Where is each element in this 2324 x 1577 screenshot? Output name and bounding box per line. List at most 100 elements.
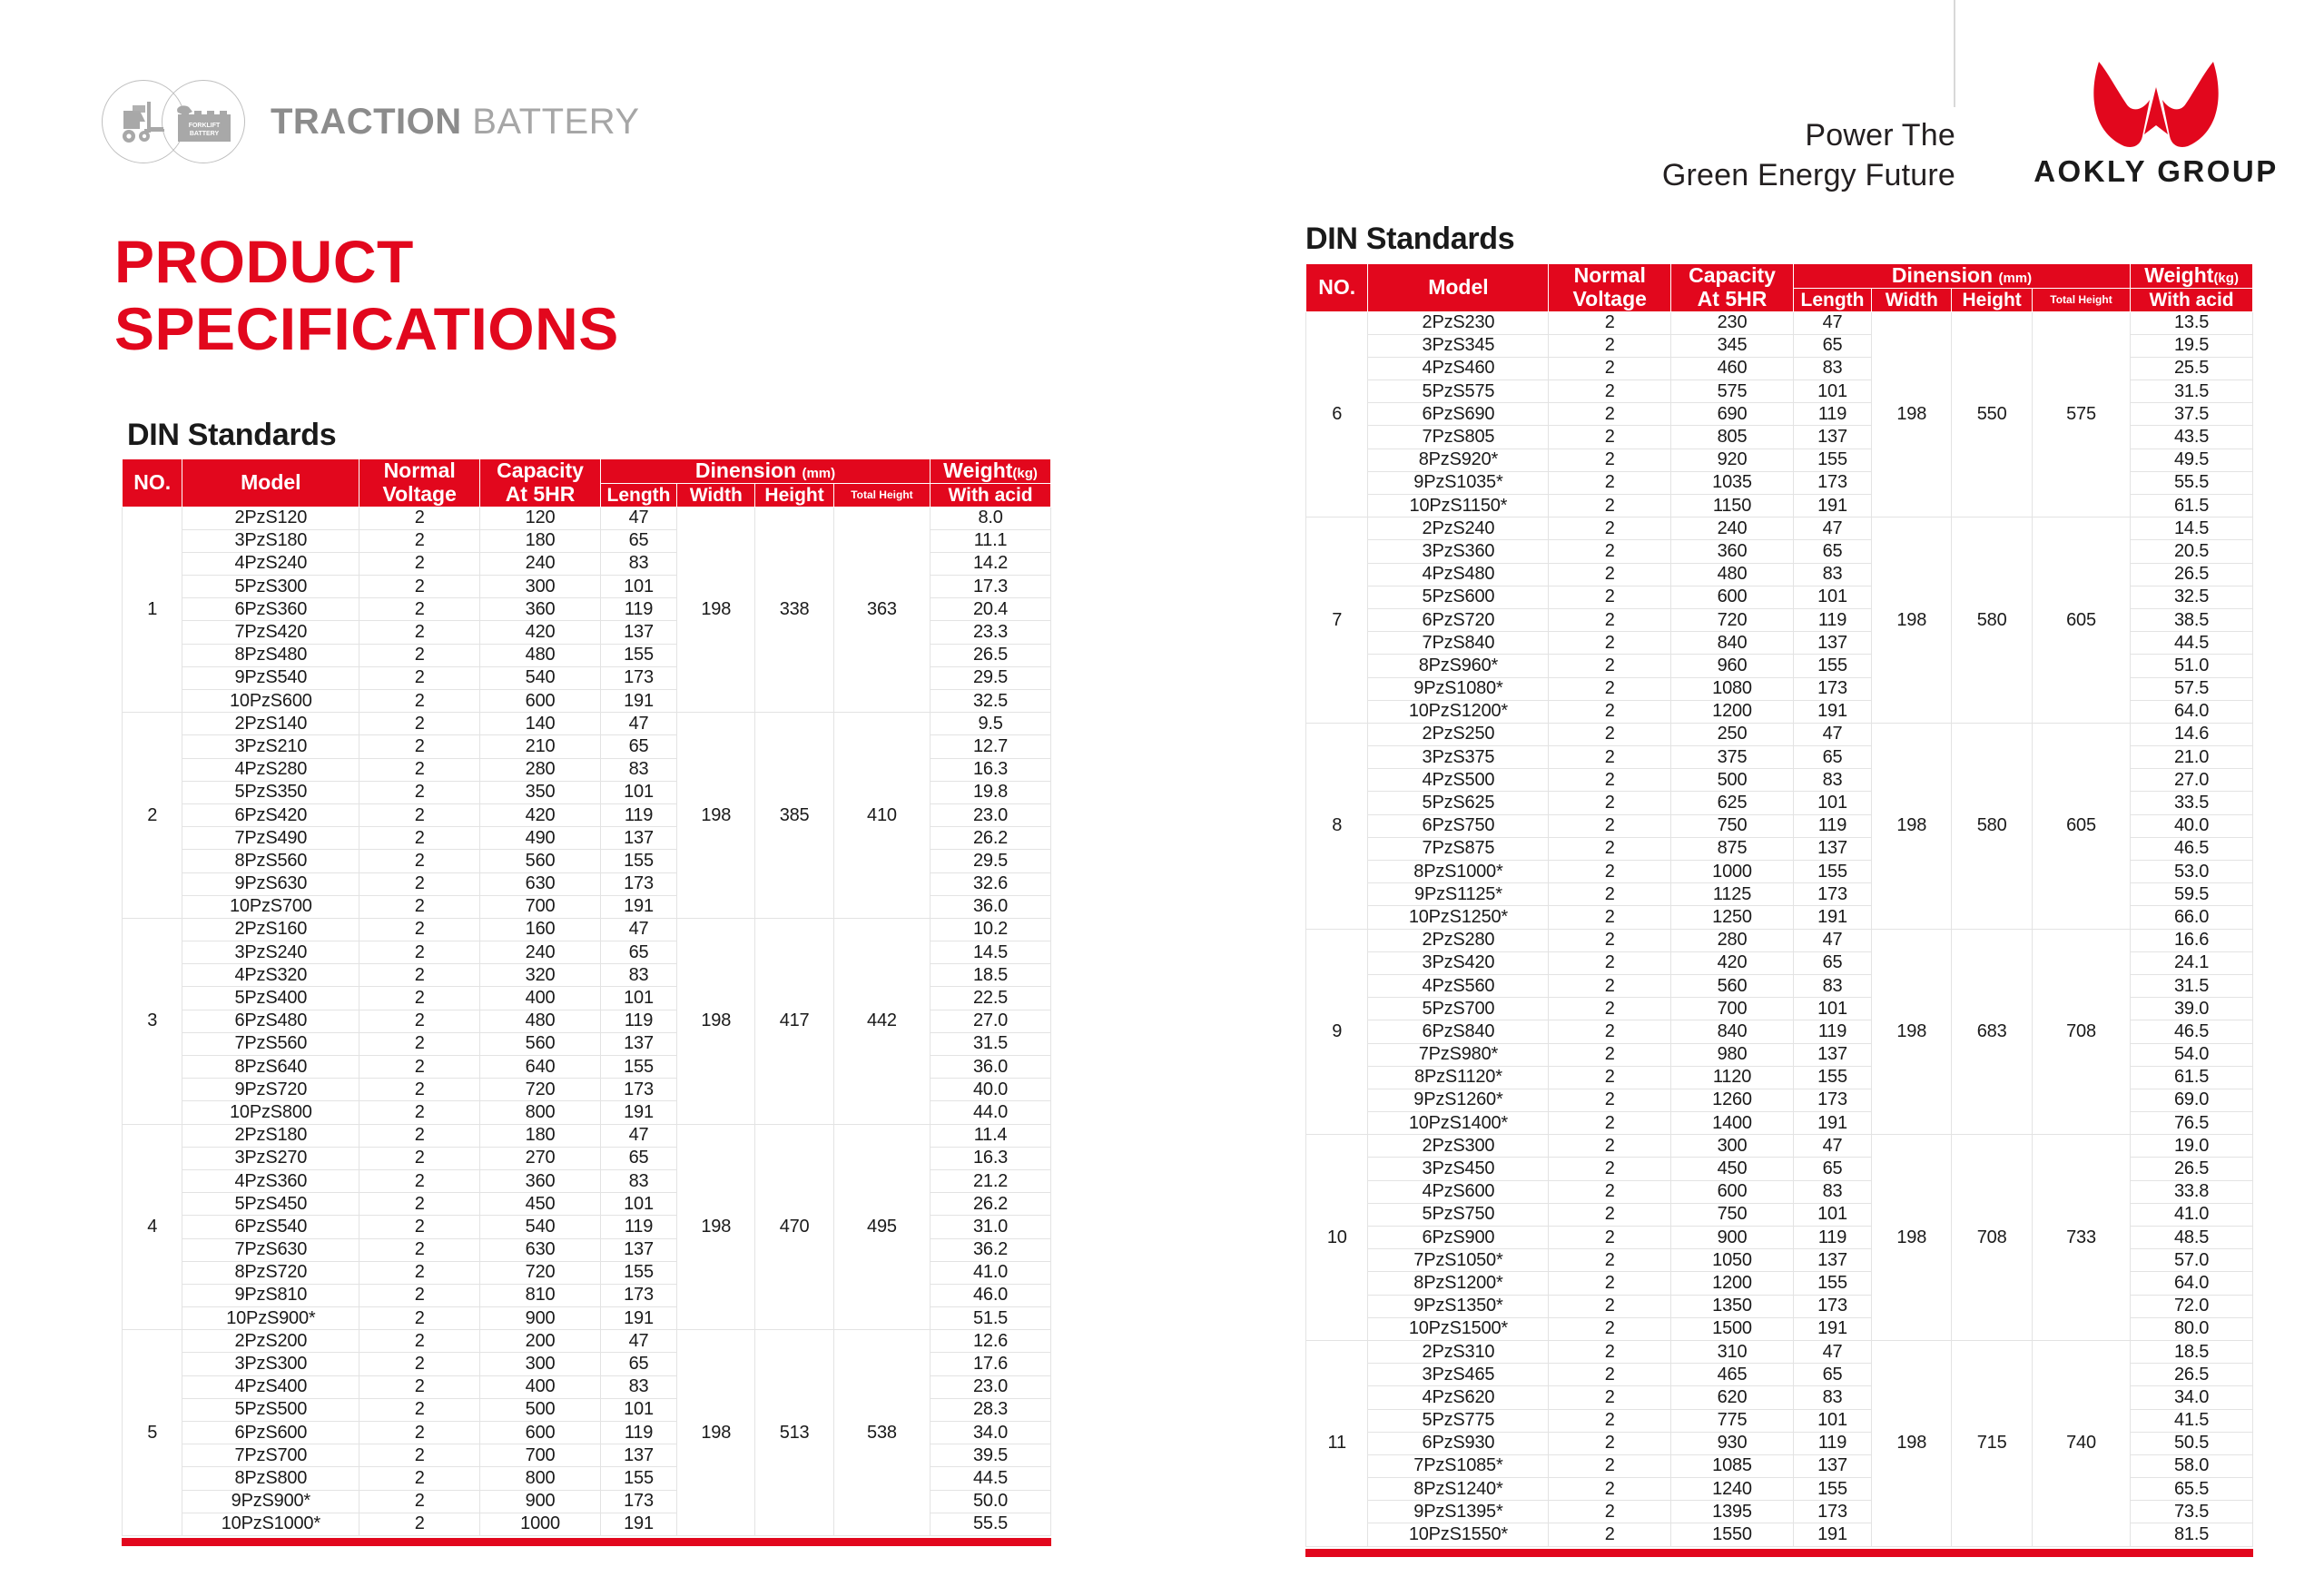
table-row: 4PzS320 2 320 83 18.5: [123, 963, 1051, 988]
cell-model: 9PzS1080*: [1367, 676, 1550, 701]
cell-length: 47: [1792, 1134, 1873, 1158]
cell-capacity: 500: [1670, 768, 1794, 793]
cell-weight-with-acid: 13.5: [2130, 310, 2253, 335]
cell-dim-width-shared: 580: [1951, 517, 2033, 724]
cell-weight-with-acid: 57.0: [2130, 1248, 2253, 1273]
cell-weight-with-acid: 26.5: [2130, 562, 2253, 586]
cell-model: 2PzS120: [182, 506, 360, 530]
cell-capacity: 630: [479, 872, 601, 896]
cell-weight-with-acid: 31.0: [930, 1215, 1051, 1239]
cell-capacity: 620: [1670, 1385, 1794, 1410]
forklift-icon: [123, 102, 164, 143]
table-row: 8PzS960* 2 960 155 51.0: [1306, 654, 2253, 678]
cell-model: 7PzS700: [182, 1444, 360, 1468]
cell-normal-voltage: 2: [1548, 539, 1672, 564]
cell-weight-with-acid: 23.3: [930, 620, 1051, 645]
table-row: 2 2PzS140 2 140 47 198 385 410 9.5: [121, 712, 1051, 919]
cell-weight-with-acid: 18.5: [930, 963, 1051, 988]
cell-weight-with-acid: 59.5: [2130, 882, 2253, 907]
col-total-height: Total Height: [832, 483, 931, 508]
cell-capacity: 700: [479, 1444, 601, 1468]
col-capacity-l2: At 5HR: [1697, 286, 1768, 310]
cell-weight-with-acid: 29.5: [930, 665, 1051, 691]
cell-length: 155: [599, 1054, 678, 1079]
cell-length: 83: [1792, 562, 1873, 586]
cell-capacity: 360: [479, 597, 601, 622]
cell-model: 8PzS960*: [1367, 654, 1550, 678]
cell-weight-with-acid: 41.0: [930, 1260, 1051, 1285]
cell-weight-with-acid: 46.5: [2130, 836, 2253, 862]
cell-weight-with-acid: 34.0: [930, 1420, 1051, 1445]
cell-normal-voltage: 2: [1548, 470, 1672, 496]
col-weight-group: Weight(kg): [2130, 262, 2253, 290]
cell-length: 101: [1792, 1202, 1873, 1227]
cell-model: 8PzS920*: [1367, 448, 1550, 472]
table-row: 7PzS980* 2 980 137 54.0: [1306, 1042, 2253, 1067]
cell-length: 65: [1792, 539, 1873, 564]
cell-model: 5PzS450: [182, 1192, 360, 1217]
cell-model: 3PzS465: [1367, 1363, 1550, 1387]
cell-normal-voltage: 2: [1548, 928, 1672, 952]
cell-length: 101: [1792, 997, 1873, 1021]
cell-dim-length-shared: 198: [1871, 1339, 1953, 1547]
cell-model: 7PzS805: [1367, 425, 1550, 449]
cell-weight-with-acid: 40.0: [2130, 813, 2253, 838]
cell-length: 83: [1792, 1179, 1873, 1204]
cell-normal-voltage: 2: [1548, 1294, 1672, 1318]
cell-length: 191: [599, 1306, 678, 1331]
cell-model: 9PzS810: [182, 1283, 360, 1308]
section-title-right: DIN Standards: [1305, 222, 1515, 256]
table-row: 3 2PzS160 2 160 47 198 417 442 10.2: [121, 917, 1051, 1125]
cell-weight-with-acid: 50.5: [2130, 1431, 2253, 1455]
cell-model: 7PzS420: [182, 620, 360, 645]
cell-model: 8PzS1000*: [1367, 859, 1550, 884]
cell-normal-voltage: 2: [1548, 448, 1672, 472]
cell-normal-voltage: 2: [359, 1375, 481, 1399]
aokly-group-logo: AOKLY GROUP: [2034, 56, 2279, 188]
group-number: 5: [121, 1329, 183, 1536]
cell-dim-length-shared: 198: [1871, 517, 1953, 724]
cell-capacity: 310: [1670, 1339, 1794, 1365]
group-number: 6: [1305, 310, 1369, 518]
table-body: 6 2PzS230 2 230 47 198 550 575 13.5 3PzS345 2 345 65…: [1305, 310, 2253, 1547]
cell-capacity: 250: [1670, 722, 1794, 747]
spec-table-left: NO. Model Normal Voltage Capacity At 5HR…: [121, 458, 1051, 1536]
cell-model: 6PzS900: [1367, 1225, 1550, 1250]
cell-normal-voltage: 2: [359, 1078, 481, 1102]
cell-weight-with-acid: 19.8: [930, 780, 1051, 804]
cell-capacity: 1500: [1670, 1316, 1794, 1341]
cell-length: 83: [1792, 973, 1873, 999]
cell-model: 4PzS600: [1367, 1179, 1550, 1204]
forklift-battery-icon: FORKLIFT BATTERY: [177, 105, 231, 142]
cell-capacity: 420: [479, 620, 601, 645]
cell-length: 155: [1792, 1271, 1873, 1296]
group-number: 7: [1305, 517, 1369, 724]
cell-model: 6PzS930: [1367, 1431, 1550, 1455]
cell-weight-with-acid: 81.5: [2130, 1523, 2253, 1547]
cell-weight-with-acid: 27.0: [2130, 768, 2253, 793]
cell-capacity: 120: [479, 506, 601, 530]
cell-normal-voltage: 2: [1548, 1088, 1672, 1113]
table-row: 5PzS450 2 450 101 26.2: [123, 1192, 1051, 1217]
cell-capacity: 420: [479, 803, 601, 828]
cell-normal-voltage: 2: [359, 1123, 481, 1148]
cell-normal-voltage: 2: [359, 986, 481, 1010]
spec-table-right-wrap: NO. Model Normal Voltage Capacity At 5HR…: [1305, 262, 2253, 1557]
col-no: NO.: [1305, 263, 1369, 312]
cell-normal-voltage: 2: [359, 1444, 481, 1468]
cell-model: 9PzS1395*: [1367, 1500, 1550, 1524]
cell-length: 137: [1792, 1248, 1873, 1273]
cell-normal-voltage: 2: [1548, 997, 1672, 1021]
brand-wordmark: TRACTION BATTERY: [271, 103, 640, 140]
cell-length: 65: [1792, 951, 1873, 975]
cell-weight-with-acid: 50.0: [930, 1489, 1051, 1513]
cell-length: 191: [599, 1100, 678, 1125]
cell-model: 4PzS320: [182, 963, 360, 988]
table-row: 5PzS350 2 350 101 19.8: [123, 780, 1051, 804]
cell-model: 8PzS1200*: [1367, 1271, 1550, 1296]
cell-length: 65: [1792, 333, 1873, 358]
cell-model: 7PzS630: [182, 1237, 360, 1262]
col-dimension-group: Dinension (mm): [1792, 262, 2132, 290]
table-row: 3PzS420 2 420 65 24.1: [1306, 951, 2253, 975]
